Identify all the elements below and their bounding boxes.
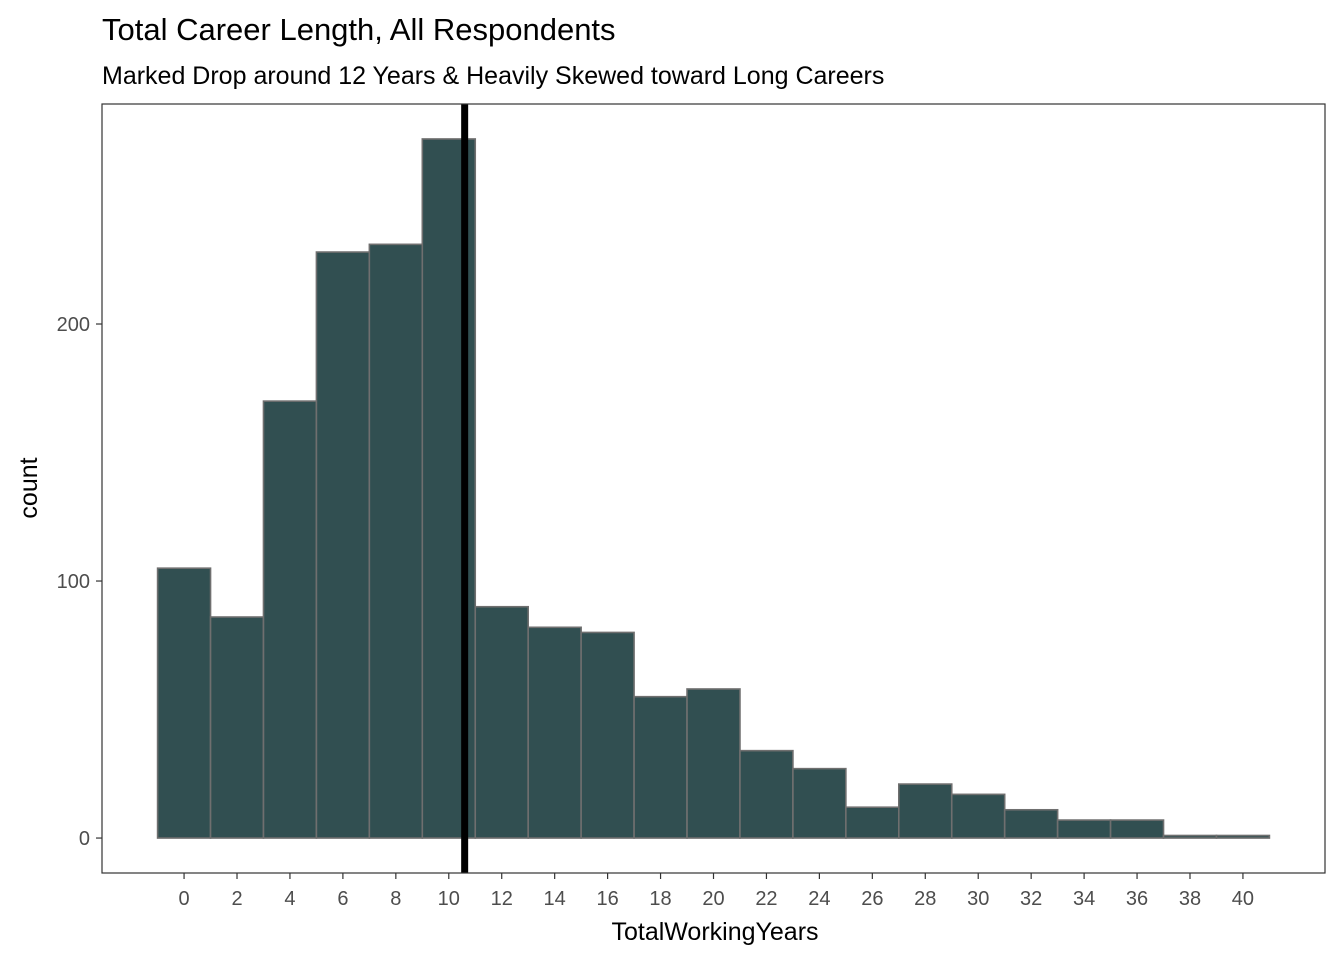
x-tick-label: 0 bbox=[179, 888, 190, 910]
histogram-bar-14 bbox=[898, 783, 953, 839]
histogram-bar-2 bbox=[262, 400, 318, 839]
chart-subtitle: Marked Drop around 12 Years & Heavily Sk… bbox=[102, 62, 884, 90]
histogram-bar-17 bbox=[1056, 819, 1112, 839]
x-tick-label: 14 bbox=[544, 888, 566, 910]
x-tick-label: 32 bbox=[1020, 888, 1042, 910]
x-tick-label: 20 bbox=[702, 888, 724, 910]
histogram-bar-10 bbox=[686, 688, 741, 839]
histogram-bar-3 bbox=[315, 251, 371, 839]
histogram-bar-15 bbox=[950, 793, 1006, 839]
x-tick-label: 18 bbox=[649, 888, 671, 910]
histogram-bar-8 bbox=[580, 631, 635, 839]
histogram-bar-20 bbox=[1215, 834, 1271, 839]
x-tick-label: 2 bbox=[231, 888, 242, 910]
x-axis: 0 2 4 6 8 10 12 14 16 18 20 22 24 26 28 30 32 34 36 38 40 bbox=[179, 873, 1254, 910]
histogram-bar-0 bbox=[156, 567, 212, 839]
histogram-bar-18 bbox=[1109, 819, 1165, 839]
bars-group bbox=[156, 138, 1271, 839]
histogram-bar-13 bbox=[845, 806, 900, 839]
x-tick-label: 6 bbox=[337, 888, 348, 910]
histogram-bar-6 bbox=[474, 605, 529, 839]
x-tick-label: 40 bbox=[1232, 888, 1254, 910]
histogram-bar-1 bbox=[209, 616, 265, 839]
histogram-bar-9 bbox=[633, 695, 688, 839]
x-axis-title: TotalWorkingYears bbox=[611, 918, 818, 946]
x-tick-label: 30 bbox=[967, 888, 989, 910]
x-tick-label: 36 bbox=[1126, 888, 1148, 910]
x-tick-label: 34 bbox=[1073, 888, 1095, 910]
x-tick-label: 28 bbox=[914, 888, 936, 910]
y-axis-title: count bbox=[15, 457, 43, 518]
y-tick-label: 0 bbox=[79, 828, 90, 850]
histogram-bar-12 bbox=[792, 767, 847, 839]
x-tick-label: 24 bbox=[808, 888, 830, 910]
chart-title: Total Career Length, All Respondents bbox=[102, 12, 616, 47]
histogram-bar-11 bbox=[739, 749, 794, 839]
x-tick-label: 8 bbox=[390, 888, 401, 910]
x-tick-label: 22 bbox=[755, 888, 777, 910]
y-axis: 0 100 200 bbox=[57, 314, 102, 850]
x-tick-label: 38 bbox=[1179, 888, 1201, 910]
histogram-bar-7 bbox=[527, 626, 582, 839]
x-tick-label: 16 bbox=[596, 888, 618, 910]
x-tick-label: 12 bbox=[491, 888, 513, 910]
y-tick-label: 200 bbox=[57, 314, 90, 336]
y-tick-label: 100 bbox=[57, 571, 90, 593]
x-tick-label: 26 bbox=[861, 888, 883, 910]
histogram-bar-4 bbox=[368, 243, 424, 839]
x-tick-label: 4 bbox=[284, 888, 295, 910]
histogram-bar-16 bbox=[1003, 808, 1059, 839]
histogram-bar-19 bbox=[1162, 834, 1218, 839]
x-tick-label: 10 bbox=[438, 888, 460, 910]
